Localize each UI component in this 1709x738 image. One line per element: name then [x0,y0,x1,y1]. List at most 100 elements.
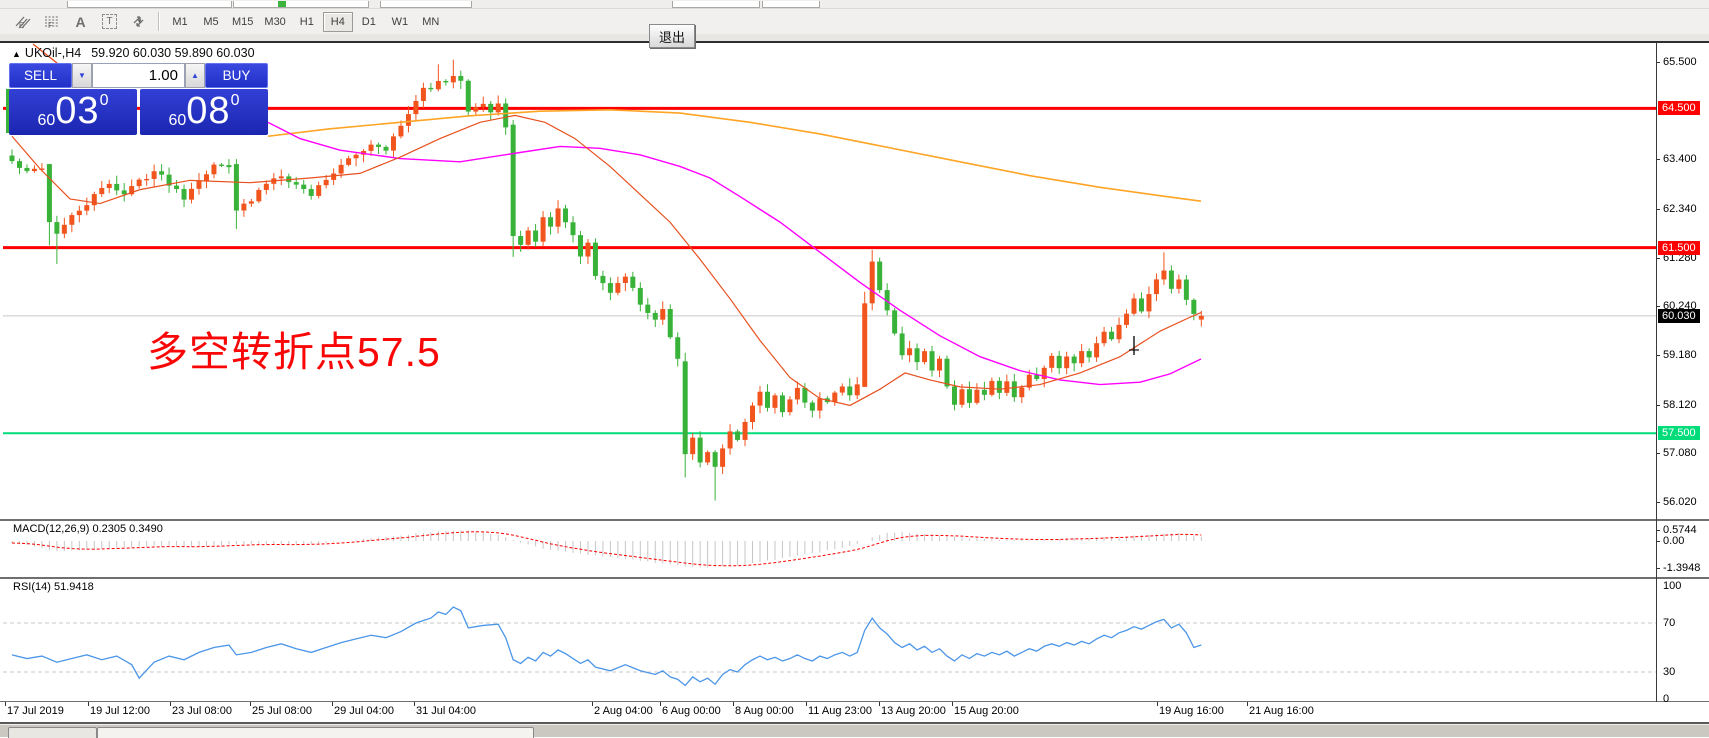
text-label-icon[interactable]: T [96,11,123,32]
window-gap-strip [0,34,1709,41]
price-level-badge: 64.500 [1658,101,1700,116]
toolbar-remnant-box [67,1,232,8]
exit-button[interactable]: 退出 [649,24,695,48]
price-tick-label: 56.020 [1663,495,1697,508]
fibonacci-icon[interactable]: F [38,11,65,32]
timeframe-d1[interactable]: D1 [354,12,384,32]
price-tick-label: 65.500 [1663,56,1697,68]
macd-tick-label: 0.00 [1663,535,1685,547]
time-tick [250,702,251,706]
chart-symbol-period: UKOil-,H4 [24,46,82,60]
equidistant-channel-icon[interactable]: E [9,11,36,32]
sell-price-sup: 0 [99,92,109,109]
time-tick-label: 2 Aug 04:00 [594,705,653,717]
price-tick-label: 63.400 [1663,153,1697,166]
price-tick-label: 57.080 [1663,446,1697,459]
buy-price-prefix: 60 [168,112,187,129]
time-tick-label: 17 Jul 2019 [7,705,64,717]
price-tick [1657,258,1660,259]
price-tick [1657,306,1660,307]
time-tick [806,702,807,706]
price-tick [1657,405,1660,406]
toolbar-remnant-box [762,1,820,8]
price-tick-label: 61.280 [1663,251,1697,264]
rsi-tick-label: 0 [1663,693,1670,705]
buy-price-sup: 0 [230,92,240,109]
volume-input[interactable] [92,63,185,88]
price-tick-label: 59.180 [1663,349,1697,362]
macd-tick [1657,530,1660,531]
volume-increase-button[interactable]: ▲ [185,63,205,88]
price-chart-canvas[interactable] [3,43,1656,518]
text-icon[interactable]: A [67,11,94,32]
timeframe-m15[interactable]: M15 [227,12,258,32]
time-tick [592,702,593,706]
time-tick-label: 29 Jul 04:00 [334,705,394,717]
time-tick-label: 15 Aug 20:00 [954,705,1019,717]
time-tick-label: 8 Aug 00:00 [735,705,794,717]
toolbar-separator [158,12,160,31]
time-tick [170,702,171,706]
macd-tick [1657,541,1660,542]
chart-ohlc-values: 59.920 60.030 59.890 60.030 [91,46,255,60]
rsi-tick-label: 30 [1663,666,1676,678]
price-tick [1657,355,1660,356]
buy-button[interactable]: BUY [205,63,268,88]
toolbar-remnant-icon [278,1,286,7]
price-tick-label: 58.120 [1663,398,1697,411]
time-tick-label: 21 Aug 16:00 [1249,705,1314,717]
price-level-badge: 60.030 [1658,308,1700,323]
timeframe-toolbar: M1 M5 M15 M30 H1 H4 D1 W1 MN [165,11,446,32]
chart-window-border [0,41,1709,43]
time-tick [88,702,89,706]
rsi-pane-canvas[interactable] [3,579,1656,701]
chart-tab[interactable] [97,727,534,738]
window-bottom-border [0,722,1709,724]
time-tick [660,702,661,706]
price-tick [1657,502,1660,503]
timeframe-mn[interactable]: MN [416,12,446,32]
pane-separator[interactable] [0,519,1709,521]
timeframe-h1[interactable]: H1 [292,12,322,32]
arrows-icon[interactable]: ▼ [125,11,152,32]
price-tick [1657,62,1660,63]
macd-pane-canvas[interactable] [3,521,1656,577]
volume-decrease-button[interactable]: ▼ [72,63,92,88]
chart-tab[interactable] [8,727,97,738]
pane-separator[interactable] [0,577,1709,579]
time-tick [332,702,333,706]
price-axis-line [1656,43,1657,702]
chart-title: ▲ UKOil-,H4 59.920 60.030 59.890 60.030 [12,46,255,60]
time-tick [414,702,415,706]
macd-tick-label: 0.5744 [1663,524,1697,537]
price-tick [1657,159,1660,160]
chart-text-annotation: 多空转折点57.5 [147,329,441,375]
sell-button[interactable]: SELL [9,63,72,88]
timeframe-w1[interactable]: W1 [385,12,415,32]
sell-price-display[interactable]: 60 03 0 [9,89,137,135]
macd-label: MACD(12,26,9) 0.2305 0.3490 [13,523,163,535]
time-tick [5,702,6,706]
time-tick [1247,702,1248,706]
timeframe-m30[interactable]: M30 [259,12,290,32]
macd-tick [1657,568,1660,569]
window-top-strip [0,0,1709,9]
rsi-label: RSI(14) 51.9418 [13,581,94,593]
line-study-toolbar: EFAT▼ [8,11,153,32]
timeframe-m5[interactable]: M5 [196,12,226,32]
time-tick [879,702,880,706]
time-tick [1157,702,1158,706]
buy-price-main: 08 [186,90,231,132]
timeframe-m1[interactable]: M1 [165,12,195,32]
timeframe-h4[interactable]: H4 [322,11,353,32]
time-tick-label: 13 Aug 20:00 [881,705,946,717]
sell-price-main: 03 [55,90,100,132]
toolbar-remnant-box [380,1,472,8]
time-tick [733,702,734,706]
price-tick [1657,453,1660,454]
time-tick-label: 25 Jul 08:00 [252,705,312,717]
collapse-panel-icon[interactable]: ▲ [12,49,21,59]
buy-price-display[interactable]: 60 08 0 [140,89,268,135]
